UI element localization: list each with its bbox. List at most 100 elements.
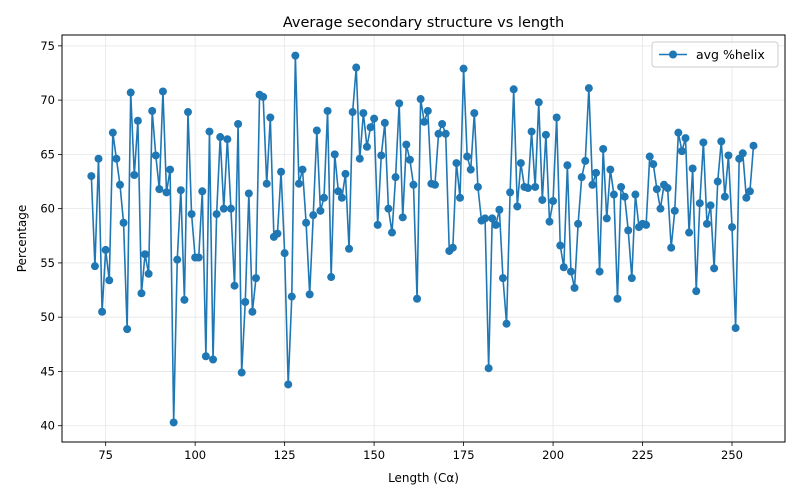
data-point — [112, 154, 121, 163]
data-point — [244, 189, 253, 198]
data-point — [209, 355, 218, 364]
data-point — [287, 292, 296, 301]
data-point — [405, 155, 414, 164]
data-point — [584, 84, 593, 93]
data-point — [677, 147, 686, 156]
data-point — [355, 154, 364, 163]
data-point — [133, 116, 142, 125]
data-point — [642, 220, 651, 229]
data-point — [380, 118, 389, 127]
data-point — [94, 154, 103, 163]
data-point — [155, 185, 164, 194]
data-point — [617, 182, 626, 191]
data-point — [105, 276, 114, 285]
data-point — [491, 220, 500, 229]
data-point — [574, 219, 583, 228]
data-point — [327, 273, 336, 282]
data-point — [745, 187, 754, 196]
data-point — [205, 127, 214, 136]
data-point — [241, 297, 250, 306]
data-point — [549, 197, 558, 206]
data-point — [631, 190, 640, 199]
data-point — [466, 165, 475, 174]
data-point — [695, 199, 704, 208]
data-point — [362, 142, 371, 151]
data-point — [187, 210, 196, 219]
data-point — [108, 128, 117, 137]
data-point — [602, 214, 611, 223]
data-point — [262, 179, 271, 188]
data-point — [280, 249, 289, 258]
x-axis-label: Length (Cα) — [388, 471, 459, 485]
data-point — [230, 281, 239, 290]
data-point — [226, 204, 235, 213]
data-point — [581, 156, 590, 165]
y-tick-label: 50 — [40, 310, 55, 324]
data-point — [416, 95, 425, 104]
data-point — [148, 106, 157, 115]
data-point — [513, 202, 522, 211]
data-point — [566, 267, 575, 276]
data-point — [158, 87, 167, 96]
data-point — [434, 129, 443, 138]
data-point — [498, 274, 507, 283]
data-point — [234, 120, 243, 128]
data-point — [298, 165, 307, 174]
data-point — [645, 152, 654, 161]
y-tick-label: 65 — [40, 147, 55, 161]
data-point — [305, 290, 314, 299]
legend: avg %helix — [651, 41, 779, 68]
data-point — [531, 182, 540, 191]
data-point — [98, 307, 107, 316]
data-point — [198, 187, 207, 196]
x-tick-label: 225 — [632, 448, 654, 462]
data-point — [609, 190, 618, 199]
data-point — [559, 263, 568, 272]
data-point — [713, 177, 722, 186]
data-point — [534, 98, 543, 107]
y-axis-label: Percentage — [15, 205, 29, 273]
data-point — [524, 184, 533, 193]
data-point — [395, 99, 404, 108]
x-tick-label: 125 — [274, 448, 296, 462]
data-point — [577, 173, 586, 182]
data-point — [87, 172, 96, 181]
data-point — [620, 192, 629, 201]
data-point — [516, 159, 525, 168]
data-point — [728, 223, 737, 232]
data-point — [649, 160, 658, 169]
data-point — [402, 140, 411, 149]
data-point — [495, 205, 504, 214]
data-point — [366, 123, 375, 132]
data-point — [312, 126, 321, 135]
data-point — [162, 188, 171, 197]
y-axis: 40 45 50 55 60 65 70 75 — [40, 39, 62, 433]
data-point — [377, 151, 386, 160]
data-point — [624, 226, 633, 235]
legend-label: avg %helix — [696, 47, 765, 62]
data-point — [456, 193, 465, 202]
data-point — [323, 106, 332, 115]
x-tick-label: 100 — [184, 448, 206, 462]
data-point — [674, 128, 683, 137]
legend-box — [651, 41, 779, 68]
data-point — [699, 138, 708, 147]
data-point — [123, 325, 132, 334]
data-point — [216, 133, 225, 142]
data-point — [291, 51, 300, 60]
data-point — [541, 130, 550, 139]
data-point — [370, 114, 379, 123]
y-tick-label: 70 — [40, 93, 55, 107]
data-point — [119, 218, 128, 227]
x-tick-label: 75 — [98, 448, 113, 462]
y-tick-label: 45 — [40, 364, 55, 378]
data-point — [430, 180, 439, 189]
data-point — [330, 150, 339, 159]
data-point — [538, 195, 547, 204]
x-tick-label: 150 — [363, 448, 385, 462]
data-point — [473, 182, 482, 191]
data-point — [463, 152, 472, 161]
x-tick-label: 250 — [721, 448, 743, 462]
data-point — [738, 149, 747, 158]
